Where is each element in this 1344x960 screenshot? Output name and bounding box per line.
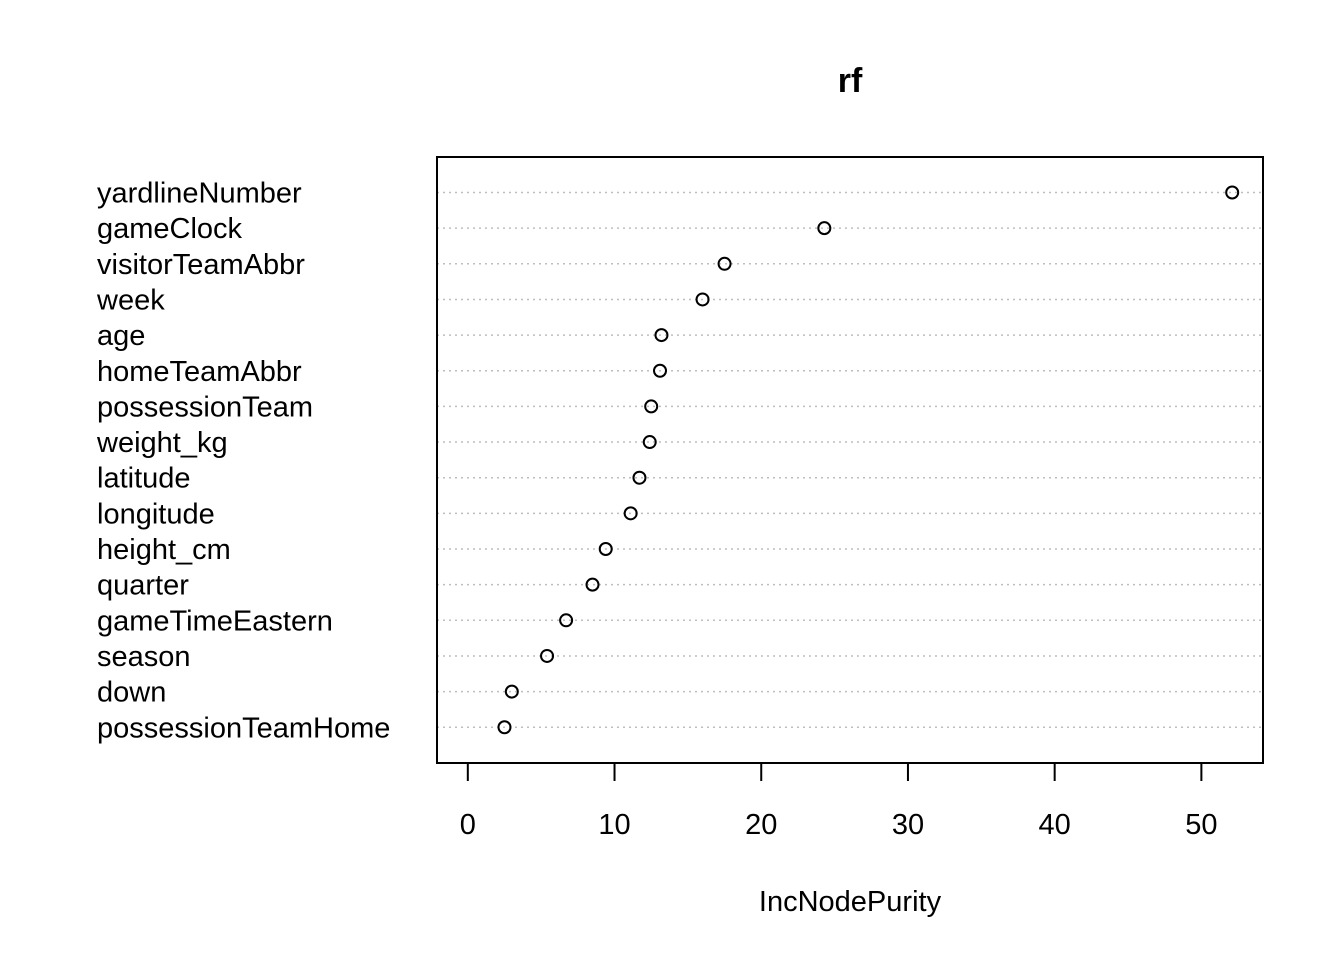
category-label: height_cm bbox=[97, 534, 231, 566]
category-label: latitude bbox=[97, 463, 191, 495]
category-label: yardlineNumber bbox=[97, 178, 302, 210]
data-point bbox=[817, 221, 832, 236]
data-points bbox=[497, 185, 1240, 735]
data-point bbox=[540, 648, 555, 663]
x-axis: 0 10 20 30 40 50 bbox=[460, 762, 1218, 841]
x-tick-label: 50 bbox=[1185, 809, 1217, 841]
category-label: gameClock bbox=[97, 213, 243, 245]
data-point bbox=[695, 292, 710, 307]
chart-title: rf bbox=[838, 62, 863, 100]
x-tick-label: 10 bbox=[598, 809, 630, 841]
plot-frame bbox=[436, 156, 1264, 764]
x-tick-label: 20 bbox=[745, 809, 777, 841]
data-point bbox=[653, 363, 668, 378]
category-label: gameTimeEastern bbox=[97, 605, 333, 637]
data-point bbox=[598, 542, 613, 556]
category-label: week bbox=[96, 284, 165, 316]
data-point bbox=[632, 470, 647, 485]
category-label: age bbox=[97, 320, 145, 352]
category-label: homeTeamAbbr bbox=[97, 356, 302, 388]
data-point bbox=[644, 399, 659, 414]
data-point bbox=[717, 256, 732, 271]
data-point bbox=[623, 506, 638, 521]
category-label: possessionTeamHome bbox=[97, 712, 390, 744]
category-label: down bbox=[97, 677, 166, 709]
x-tick-label: 0 bbox=[460, 809, 476, 841]
x-tick-label: 40 bbox=[1039, 809, 1071, 841]
data-point bbox=[585, 577, 600, 592]
data-point bbox=[559, 613, 574, 628]
data-point bbox=[642, 435, 657, 450]
category-label: possessionTeam bbox=[97, 391, 313, 423]
category-label: visitorTeamAbbr bbox=[97, 249, 305, 281]
grid-lines bbox=[437, 191, 1263, 728]
data-point bbox=[654, 328, 669, 343]
category-label: season bbox=[97, 641, 191, 673]
data-point bbox=[497, 720, 512, 735]
category-label: weight_kg bbox=[96, 427, 228, 459]
category-label: quarter bbox=[97, 570, 189, 602]
category-label: longitude bbox=[97, 498, 215, 530]
data-point bbox=[1225, 185, 1240, 200]
category-labels: yardlineNumbergameClockvisitorTeamAbbrwe… bbox=[96, 178, 390, 745]
x-tick-label: 30 bbox=[892, 809, 924, 841]
data-point bbox=[504, 684, 519, 699]
x-axis-title: IncNodePurity bbox=[759, 886, 942, 918]
